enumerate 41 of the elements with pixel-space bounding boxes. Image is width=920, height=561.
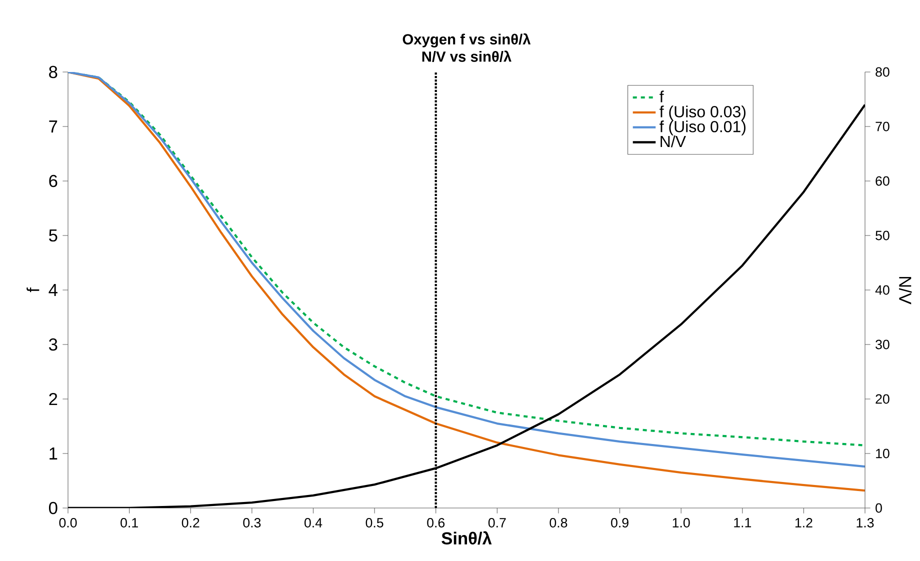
y2-tick-label: 30 (876, 340, 890, 350)
x-axis-title: Sinθ/λ (442, 531, 492, 545)
legend-label: f (Uiso 0.01) (660, 120, 746, 136)
x-tick-label: 0.9 (611, 518, 628, 528)
y2-tick-label: 10 (876, 448, 890, 458)
x-tick-label: 1.1 (734, 518, 752, 528)
y-tick-label: 5 (49, 229, 58, 242)
x-tick-label: 0.4 (304, 518, 322, 528)
x-tick-label: 0.5 (366, 518, 384, 528)
x-tick-label: 0.6 (427, 518, 445, 528)
y2-tick-label: 0 (876, 503, 882, 513)
x-tick-label: 0.7 (488, 518, 506, 528)
x-tick-label: 0.0 (59, 518, 77, 528)
legend-label: f (660, 90, 664, 102)
y-tick-label: 7 (49, 120, 58, 132)
y2-tick-label: 70 (876, 122, 890, 132)
y-tick-label: 0 (48, 502, 58, 514)
chart-subtitle: N/V vs sinθ/λ (422, 50, 512, 62)
y-axis-title: f (26, 288, 40, 292)
x-tick-label: 0.3 (243, 518, 261, 528)
x-tick-label: 1.0 (672, 518, 690, 528)
y2-tick-label: 50 (876, 230, 890, 240)
y2-tick-label: 20 (876, 394, 890, 404)
y2-tick-label: 40 (875, 285, 890, 295)
y-tick-label: 4 (48, 284, 58, 296)
chart-title: Oxygen f vs sinθ/λ (402, 33, 531, 48)
y-tick-label: 3 (48, 338, 58, 351)
x-tick-label: 1.2 (795, 518, 812, 528)
x-tick-label: 0.2 (182, 518, 200, 528)
y2-axis-title: N/V (899, 276, 912, 304)
x-tick-label: 0.1 (120, 518, 138, 528)
legend-label: N/V (660, 135, 686, 148)
y-tick-label: 1 (50, 448, 58, 460)
legend-label: f (Uiso 0.03) (660, 106, 746, 120)
y2-tick-label: 60 (876, 176, 890, 186)
x-tick-label: 1.3 (856, 518, 874, 528)
y-tick-label: 6 (49, 174, 58, 188)
y-tick-label: 8 (49, 66, 58, 78)
x-tick-label: 0.8 (550, 518, 568, 528)
y-tick-label: 2 (49, 392, 58, 406)
y2-tick-label: 80 (876, 67, 890, 77)
